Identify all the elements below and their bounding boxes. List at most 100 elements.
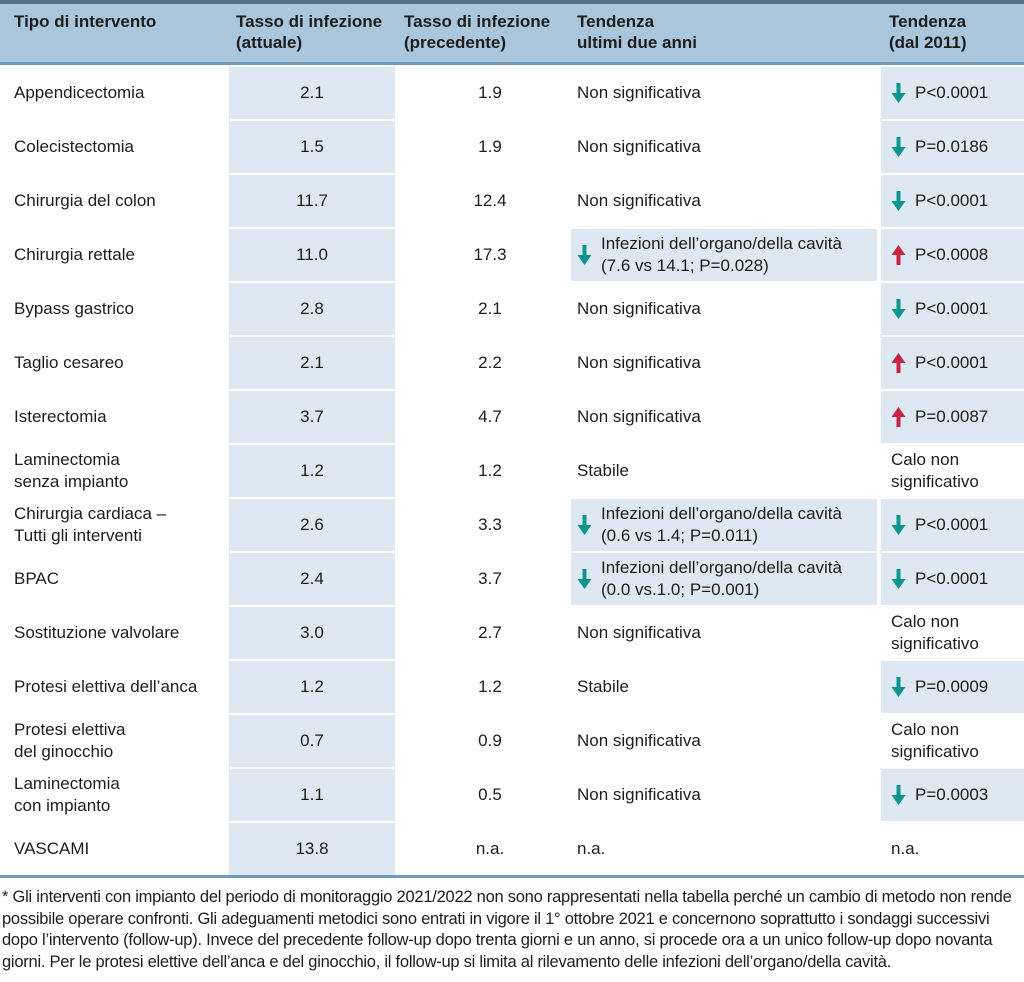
trend-2011-cell: P=0.0186 xyxy=(881,121,1024,173)
previous-rate-cell: n.a. xyxy=(475,839,505,858)
current-rate-cell: 3.0 xyxy=(229,607,395,659)
table-row: Isterectomia 3.7 4.7 Non significativa P… xyxy=(0,391,1024,443)
current-rate-cell: 2.1 xyxy=(229,337,395,389)
trend-two-years-cell: Non significativa xyxy=(571,337,877,389)
intervention-name: Sostituzione valvolare xyxy=(14,623,180,642)
trend-text: Non significativa xyxy=(577,623,701,642)
table-row: Chirurgia rettale 11.0 17.3 Infezioni de… xyxy=(0,229,1024,281)
current-rate-cell: 2.6 xyxy=(229,499,395,551)
trend-text: n.a. xyxy=(891,839,920,858)
previous-rate-cell: 0.9 xyxy=(478,731,502,750)
trend-two-years-cell: Non significativa xyxy=(571,769,877,821)
table-row: Chirurgia cardiaca – Tutti gli intervent… xyxy=(0,499,1024,551)
trend-text: Calo non significativo xyxy=(891,612,979,653)
previous-rate-cell: 1.9 xyxy=(478,137,502,156)
trend-2011-cell: P<0.0001 xyxy=(881,337,1024,389)
previous-rate-cell: 12.4 xyxy=(473,191,507,210)
trend-text: Non significativa xyxy=(577,353,701,372)
trend-text: Calo non significativo xyxy=(891,450,979,491)
trend-two-years-cell: Non significativa xyxy=(571,391,877,443)
trend-two-years-cell: Non significativa xyxy=(571,607,877,659)
trend-2011-cell: Calo non significativo xyxy=(881,715,1024,767)
intervention-name: Appendicectomia xyxy=(14,83,145,102)
intervention-name: Bypass gastrico xyxy=(14,299,134,318)
intervention-name: Laminectomia con impianto xyxy=(14,774,120,815)
up-arrow-icon xyxy=(891,352,906,374)
intervention-name: Protesi elettiva dell’anca xyxy=(14,677,198,696)
intervention-name: Taglio cesareo xyxy=(14,353,124,372)
trend-two-years-cell: Non significativa xyxy=(571,715,877,767)
current-rate-cell: 1.1 xyxy=(229,769,395,821)
trend-text: n.a. xyxy=(577,839,606,858)
table-row: Sostituzione valvolare 3.0 2.7 Non signi… xyxy=(0,607,1024,659)
trend-text: Non significativa xyxy=(577,785,701,804)
current-rate-cell: 2.4 xyxy=(229,553,395,605)
intervention-name: Chirurgia del colon xyxy=(14,191,156,210)
trend-2011-cell: P<0.0001 xyxy=(881,175,1024,227)
trend-two-years-cell: Infezioni dell’organo/della cavità (0.6 … xyxy=(571,499,877,551)
current-rate-cell: 11.7 xyxy=(229,175,395,227)
up-arrow-icon xyxy=(891,406,906,428)
intervention-name: Protesi elettiva del ginocchio xyxy=(14,720,126,761)
column-header-trend-2011: Tendenza (dal 2011) xyxy=(889,12,967,52)
previous-rate-cell: 1.2 xyxy=(478,461,502,480)
trend-two-years-cell: Infezioni dell’organo/della cavità (0.0 … xyxy=(571,553,877,605)
trend-2011-cell: P<0.0001 xyxy=(881,67,1024,119)
trend-2011-cell: Calo non significativo xyxy=(881,445,1024,497)
trend-two-years-cell: Stabile xyxy=(571,661,877,713)
down-arrow-icon xyxy=(891,82,906,104)
up-arrow-icon xyxy=(891,244,906,266)
current-rate-cell: 1.2 xyxy=(229,661,395,713)
trend-text: Non significativa xyxy=(577,83,701,102)
intervention-name: Isterectomia xyxy=(14,407,107,426)
trend-text: P=0.0003 xyxy=(915,785,989,804)
trend-text: P<0.0008 xyxy=(915,245,989,264)
column-header-trend-two-years: Tendenza ultimi due anni xyxy=(577,12,697,52)
column-header-rate-current: Tasso di infezione (attuale) xyxy=(236,12,383,52)
trend-2011-cell: P<0.0008 xyxy=(881,229,1024,281)
trend-text: Non significativa xyxy=(577,407,701,426)
table-row: Laminectomia senza impianto 1.2 1.2 Stab… xyxy=(0,445,1024,497)
trend-2011-cell: P=0.0009 xyxy=(881,661,1024,713)
column-header-intervention: Tipo di intervento xyxy=(14,12,157,31)
trend-two-years-cell: n.a. xyxy=(571,823,877,875)
trend-two-years-cell: Non significativa xyxy=(571,283,877,335)
table-row: Colecistectomia 1.5 1.9 Non significativ… xyxy=(0,121,1024,173)
previous-rate-cell: 2.2 xyxy=(478,353,502,372)
trend-2011-cell: P<0.0001 xyxy=(881,283,1024,335)
current-rate-cell: 2.1 xyxy=(229,67,395,119)
current-rate-cell: 11.0 xyxy=(229,229,395,281)
trend-2011-cell: n.a. xyxy=(881,823,1024,875)
table-header-row: Tipo di intervento Tasso di infezione (a… xyxy=(0,0,1024,65)
trend-two-years-cell: Non significativa xyxy=(571,175,877,227)
table-row: Chirurgia del colon 11.7 12.4 Non signif… xyxy=(0,175,1024,227)
trend-2011-cell: Calo non significativo xyxy=(881,607,1024,659)
trend-text: Infezioni dell’organo/della cavità (0.6 … xyxy=(601,504,842,545)
previous-rate-cell: 2.7 xyxy=(478,623,502,642)
down-arrow-icon xyxy=(577,244,592,266)
previous-rate-cell: 3.3 xyxy=(478,515,502,534)
table-row: Bypass gastrico 2.8 2.1 Non significativ… xyxy=(0,283,1024,335)
down-arrow-icon xyxy=(891,190,906,212)
trend-two-years-cell: Non significativa xyxy=(571,67,877,119)
previous-rate-cell: 1.2 xyxy=(478,677,502,696)
trend-text: Non significativa xyxy=(577,731,701,750)
intervention-name: Chirurgia rettale xyxy=(14,245,135,264)
intervention-name: BPAC xyxy=(14,569,60,588)
table-row: BPAC 2.4 3.7 Infezioni dell’organo/della… xyxy=(0,553,1024,605)
current-rate-cell: 1.5 xyxy=(229,121,395,173)
table-row: Taglio cesareo 2.1 2.2 Non significativa… xyxy=(0,337,1024,389)
down-arrow-icon xyxy=(577,514,592,536)
previous-rate-cell: 3.7 xyxy=(478,569,502,588)
down-arrow-icon xyxy=(891,568,906,590)
trend-2011-cell: P=0.0003 xyxy=(881,769,1024,821)
intervention-name: Laminectomia senza impianto xyxy=(14,450,129,491)
trend-text: P<0.0001 xyxy=(915,353,989,372)
down-arrow-icon xyxy=(891,784,906,806)
trend-2011-cell: P<0.0001 xyxy=(881,499,1024,551)
current-rate-cell: 13.8 xyxy=(229,823,395,875)
trend-text: Infezioni dell’organo/della cavità (7.6 … xyxy=(601,234,842,275)
down-arrow-icon xyxy=(577,568,592,590)
trend-two-years-cell: Stabile xyxy=(571,445,877,497)
